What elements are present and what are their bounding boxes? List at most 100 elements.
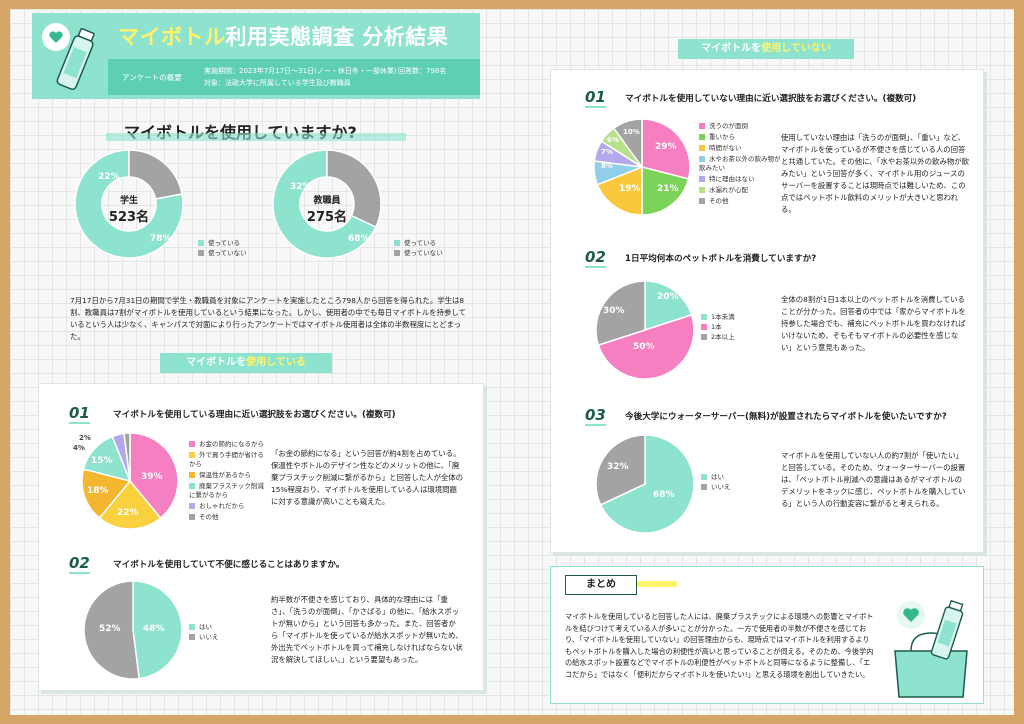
legend-item: その他 bbox=[189, 513, 269, 522]
not-using-q1-number: 01 bbox=[585, 88, 606, 108]
legend-item: 水やお茶以外の飲み物が飲みたい bbox=[699, 155, 781, 173]
legend-label: 廃棄プラスチック削減に繋がるから bbox=[189, 482, 264, 499]
pct-label: 68% bbox=[653, 490, 675, 500]
legend-item: 特に理由はない bbox=[699, 175, 781, 184]
legend-swatch bbox=[699, 198, 705, 204]
not-using-q3-pie-chart bbox=[595, 434, 695, 534]
using-section-tag: マイボトルを使用している bbox=[160, 353, 332, 373]
pie-slice bbox=[132, 580, 183, 680]
using-q1-text: マイボトルを使用している理由に近い選択肢をお選びください。(複数可) bbox=[113, 410, 396, 420]
legend-swatch bbox=[699, 187, 705, 193]
pie-slice bbox=[595, 434, 646, 506]
legend-item: 1本 bbox=[701, 322, 735, 332]
pie-slice bbox=[596, 165, 643, 216]
not-using-q3-text: 今後大学にウォーターサーバー(無料)が設置されたらマイボトルを使いたいですか? bbox=[625, 412, 947, 422]
legend-swatch bbox=[189, 441, 195, 447]
pct-label: 19% bbox=[619, 184, 641, 194]
header-banner: マイボトル利用実態調査 分析結果 アンケートの概要 実施期間：2023年7月17… bbox=[32, 13, 480, 99]
pie-slice bbox=[129, 432, 179, 520]
not-using-q3-legend: はい いいえ bbox=[701, 472, 731, 492]
legend-item: 2本以上 bbox=[701, 332, 735, 342]
staff-legend: 使っている 使っていない bbox=[394, 238, 443, 258]
pct-label: 8% bbox=[601, 162, 613, 170]
pie-slice bbox=[272, 149, 377, 259]
not-using-q1-legend: 洗うのが面倒 重いから 時間がない 水やお茶以外の飲み物が飲みたい 特に理由はない 水漏れ… bbox=[699, 122, 781, 208]
pct-label: 52% bbox=[99, 624, 121, 634]
using-q1-description: 「お金の節約になる」という回答が約4割を占めている。保温性やボトルのデザイン性な… bbox=[271, 449, 464, 506]
legend-label: 洗うのが面倒 bbox=[709, 122, 748, 130]
summary-title: まとめ bbox=[565, 575, 637, 595]
staff-label: 教職員 275名 bbox=[306, 196, 348, 225]
pie-slice bbox=[599, 434, 695, 534]
question-underline bbox=[106, 133, 406, 141]
legend-label: 時間がない bbox=[709, 144, 742, 152]
pct-label: 20% bbox=[657, 292, 679, 302]
pct-label: 29% bbox=[655, 142, 677, 152]
pct-label: 32% bbox=[607, 462, 629, 472]
legend-item: 外で買う手間が省けるから bbox=[189, 451, 269, 469]
using-q2-number: 02 bbox=[69, 554, 90, 574]
legend-item: 廃棄プラスチック削減に繋がるから bbox=[189, 482, 269, 500]
bottle-heart-icon bbox=[42, 23, 95, 91]
students-donut-chart bbox=[74, 149, 184, 259]
legend-item: はい bbox=[701, 472, 731, 482]
legend-swatch bbox=[699, 123, 705, 129]
pie-slice bbox=[128, 149, 183, 200]
legend-item: いいえ bbox=[189, 632, 219, 642]
not-using-q1-pie-chart bbox=[593, 118, 691, 216]
pie-slice bbox=[326, 149, 382, 228]
legend-swatch bbox=[189, 483, 195, 489]
legend-swatch bbox=[699, 156, 705, 162]
pct-label: 50% bbox=[633, 342, 655, 352]
pie-slice bbox=[595, 280, 646, 347]
not-using-section-tag: マイボトルを使用していない bbox=[678, 39, 854, 59]
pie-slice bbox=[83, 580, 140, 680]
not-using-q2-description: 全体の8割が1日1本以上のペットボトルを消費していることが分かった。回答者の中で… bbox=[781, 295, 966, 352]
legend-swatch bbox=[699, 134, 705, 140]
not-using-q2-pie-chart bbox=[595, 280, 695, 380]
pct-label: 15% bbox=[91, 456, 113, 466]
survey-respondents: 回答数：798名 bbox=[398, 67, 447, 75]
pie-slice bbox=[74, 149, 184, 259]
legend-label: その他 bbox=[199, 513, 219, 521]
pct-label: 22% bbox=[117, 508, 139, 518]
pie-slice bbox=[641, 166, 690, 216]
pie-slice bbox=[81, 468, 132, 520]
survey-target: 対象：法政大学に所属している学生及び教職員 bbox=[204, 79, 351, 87]
legend-item: 1本未満 bbox=[701, 312, 735, 322]
pie-slice bbox=[644, 280, 693, 332]
not-using-q1-text: マイボトルを使用していない理由に近い選択肢をお選びください。(複数可) bbox=[625, 94, 917, 104]
legend-label: お金の節約になるから bbox=[199, 440, 264, 448]
pct-label: 48% bbox=[143, 624, 165, 634]
not-using-q3-description: マイボトルを使用していない人の約7割が「使いたい」と回答している。そのため、ウォ… bbox=[781, 451, 966, 508]
pct-label: 18% bbox=[87, 486, 109, 496]
using-card: 01 マイボトルを使用している理由に近い選択肢をお選びください。(複数可) 39… bbox=[38, 383, 484, 691]
legend-swatch bbox=[699, 176, 705, 182]
legend-swatch bbox=[699, 145, 705, 151]
pct-label: 6% bbox=[607, 136, 619, 144]
pct-label: 4% bbox=[73, 444, 85, 452]
pct-label: 39% bbox=[141, 472, 163, 482]
pie-slice bbox=[123, 432, 131, 482]
page-title: マイボトル利用実態調査 分析結果 bbox=[118, 25, 449, 49]
legend-item: お金の節約になるから bbox=[189, 440, 269, 449]
survey-label: アンケートの概要 bbox=[122, 73, 182, 82]
not-using-card: 01 マイボトルを使用していない理由に近い選択肢をお選びください。(複数可) 2… bbox=[550, 69, 984, 553]
pie-slice bbox=[612, 118, 643, 170]
pie-slice bbox=[98, 479, 162, 530]
summary-box: まとめ マイボトルを使用していると回答した人には、廃棄プラスチックによる環境への… bbox=[550, 566, 984, 704]
using-q1-pie-chart bbox=[81, 432, 179, 530]
bag-bottle-icon bbox=[894, 599, 968, 698]
students-legend: 使っている 使っていない bbox=[198, 238, 247, 258]
legend-item: その他 bbox=[699, 197, 781, 206]
legend-item: いいえ bbox=[701, 482, 731, 492]
legend-item: 使っている bbox=[394, 238, 443, 248]
pct-label: 10% bbox=[623, 128, 640, 136]
pie-slice bbox=[597, 313, 695, 380]
using-q2-legend: はい いいえ bbox=[189, 622, 219, 642]
survey-overview: アンケートの概要 実施期間：2023年7月17日〜31日(ノー・休日冬・一部休業… bbox=[108, 59, 480, 95]
pct-label: 7% bbox=[601, 148, 613, 156]
not-using-q2-number: 02 bbox=[585, 248, 606, 268]
students-label: 学生 523名 bbox=[108, 196, 150, 225]
legend-item: はい bbox=[189, 622, 219, 632]
